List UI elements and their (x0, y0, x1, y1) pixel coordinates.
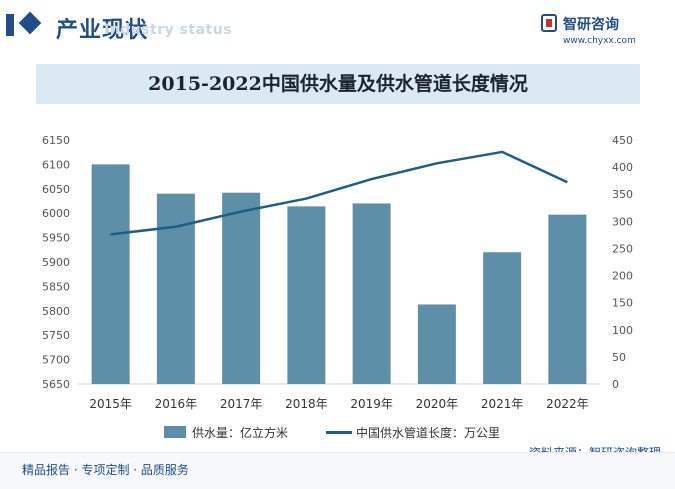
bar (156, 193, 195, 384)
y-left-tick-label: 5850 (42, 280, 70, 293)
y-left-tick-label: 6000 (42, 207, 70, 220)
y-right-tick-label: 300 (612, 215, 633, 228)
x-tick-label: 2020年 (416, 397, 459, 411)
x-tick-label: 2019年 (350, 397, 393, 411)
y-left-tick-label: 6050 (42, 183, 70, 196)
brand-url: www.chyxx.com (563, 36, 636, 46)
bar (417, 304, 456, 384)
y-right-tick-label: 350 (612, 188, 633, 201)
y-right-tick-label: 0 (612, 378, 619, 391)
bar (222, 192, 261, 384)
y-right-tick-label: 150 (612, 297, 633, 310)
x-tick-label: 2015年 (89, 397, 132, 411)
y-right-tick-label: 400 (612, 161, 633, 174)
footer-text: 精品报告 · 专项定制 · 品质服务 (22, 463, 189, 477)
x-tick-label: 2016年 (155, 397, 198, 411)
y-right-tick-label: 50 (612, 351, 626, 364)
header-accent-bar (6, 14, 14, 36)
bar (548, 214, 587, 384)
x-tick-label: 2017年 (220, 397, 263, 411)
legend-bar-swatch (164, 426, 186, 438)
brand: 智研咨询 www.chyxx.com (541, 14, 661, 54)
series-line (110, 150, 568, 236)
y-left-tick-label: 5950 (42, 232, 70, 245)
y-left-tick-label: 5700 (42, 354, 70, 367)
x-tick-label: 2021年 (481, 397, 524, 411)
brand-logo-icon (541, 14, 557, 32)
x-tick-label: 2018年 (285, 397, 328, 411)
y-right-tick-label: 200 (612, 270, 633, 283)
y-left-tick-label: 5800 (42, 305, 70, 318)
bar (483, 252, 522, 384)
bar (287, 206, 326, 384)
legend-bar-label: 供水量：亿立方米 (192, 426, 289, 440)
bar (352, 203, 391, 384)
y-right-tick-label: 450 (612, 134, 633, 147)
y-right-tick-label: 250 (612, 242, 633, 255)
x-tick-label: 2022年 (546, 397, 589, 411)
brand-name: 智研咨询 (563, 17, 619, 33)
y-left-tick-label: 6100 (42, 158, 70, 171)
bar (91, 164, 130, 384)
section-subtitle: Industry status (104, 22, 233, 38)
legend-line-swatch (326, 431, 352, 434)
y-right-tick-label: 100 (612, 324, 633, 337)
y-left-tick-label: 5900 (42, 256, 70, 269)
y-left-tick-label: 6150 (42, 134, 70, 147)
y-left-tick-label: 5650 (42, 378, 70, 391)
page-header: 产业现状 Industry status 智研咨询 www.chyxx.com (0, 0, 675, 56)
page-footer: 精品报告 · 专项定制 · 品质服务 (0, 452, 675, 489)
chart-title: 2015-2022中国供水量及供水管道长度情况 (148, 73, 528, 95)
y-left-tick-label: 5750 (42, 329, 70, 342)
legend-line-label: 中国供水管道长度：万公里 (356, 426, 501, 440)
section-title: 产业现状 (56, 18, 149, 43)
chart-title-box: 2015-2022中国供水量及供水管道长度情况 (36, 64, 640, 104)
